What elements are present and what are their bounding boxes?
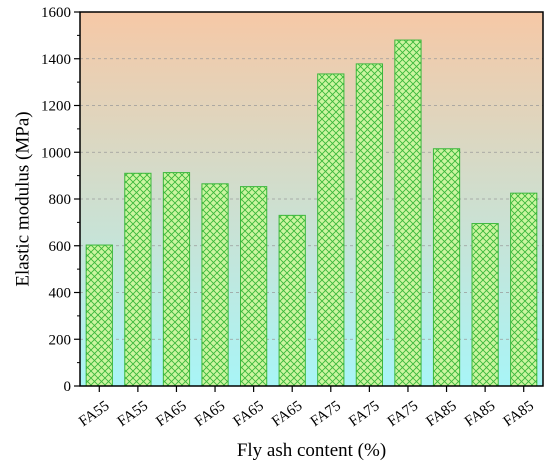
y-axis-title: Elastic modulus (MPa) xyxy=(13,111,34,286)
x-tick-label: FA55 xyxy=(76,398,112,430)
y-tick-label: 800 xyxy=(49,192,72,208)
x-tick-label: FA65 xyxy=(192,398,228,430)
x-tick-label: FA65 xyxy=(269,398,305,430)
bar xyxy=(471,223,499,387)
x-tick-label: FA65 xyxy=(231,398,267,430)
bar xyxy=(162,172,191,387)
bar xyxy=(317,73,345,387)
bar xyxy=(394,39,422,387)
bar xyxy=(240,186,268,387)
bar xyxy=(124,172,152,387)
bar xyxy=(85,244,113,387)
y-tick-label: 400 xyxy=(49,286,72,302)
bar xyxy=(278,214,306,387)
x-tick-label: FA75 xyxy=(385,398,421,430)
x-tick-label: FA55 xyxy=(115,398,151,430)
y-tick-label: 1400 xyxy=(41,52,71,68)
bar xyxy=(355,63,383,387)
y-tick-label: 600 xyxy=(49,239,72,255)
y-tick-label: 0 xyxy=(64,379,72,395)
y-tick-label: 1600 xyxy=(41,5,71,21)
y-axis: 0 200 400 600 800 1000 1200 1400 1600 xyxy=(41,5,80,395)
x-tick-label: FA85 xyxy=(423,398,459,430)
x-tick-label: FA75 xyxy=(308,398,344,430)
bars xyxy=(85,39,538,387)
y-tick-label: 1200 xyxy=(41,99,71,115)
x-axis-title: Fly ash content (%) xyxy=(237,440,386,461)
bar xyxy=(432,148,461,387)
y-tick-label: 1000 xyxy=(41,145,71,161)
y-tick-label: 200 xyxy=(49,332,72,348)
x-axis: FA55 FA55 FA65 FA65 FA65 FA65 FA75 FA75 FA75 FA85… xyxy=(76,386,537,430)
x-tick-label: FA75 xyxy=(346,398,382,430)
bar xyxy=(510,192,538,387)
x-tick-label: FA85 xyxy=(462,398,498,430)
bar xyxy=(201,183,229,387)
x-tick-label: FA65 xyxy=(153,398,189,430)
grid-lines xyxy=(80,58,543,340)
x-tick-label: FA85 xyxy=(501,398,537,430)
